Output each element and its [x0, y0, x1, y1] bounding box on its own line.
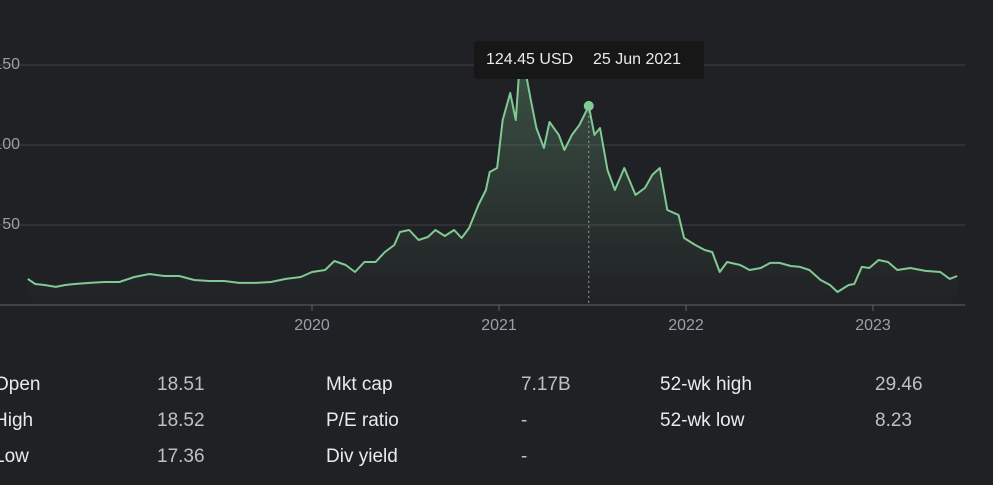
hover-point [583, 100, 594, 111]
stat-value: 17.36 [157, 446, 205, 467]
price-line [27, 64, 958, 293]
x-tick-label: 2021 [481, 317, 517, 334]
stat-value: 18.52 [157, 410, 205, 431]
stat-label: Open [0, 374, 41, 395]
stat-value: - [521, 446, 528, 467]
tooltip: 124.45 USD 25 Jun 2021 [474, 41, 704, 79]
stat-label: Div yield [326, 446, 398, 467]
stat-label: Low [0, 446, 29, 467]
stat-label: 52-wk high [660, 374, 752, 395]
stat-value: 7.17B [521, 374, 571, 395]
y-tick-label: 150 [0, 56, 20, 73]
stat-value: 18.51 [157, 374, 205, 395]
stat-label: P/E ratio [326, 410, 399, 431]
x-tick-label: 2023 [855, 317, 891, 334]
tooltip-value: 124.45 USD [486, 51, 573, 68]
stat-value: 29.46 [875, 374, 923, 395]
tooltip-box [474, 41, 704, 79]
x-tick-label: 2020 [294, 317, 330, 334]
stat-label: 52-wk low [660, 410, 745, 431]
stat-value: - [521, 410, 528, 431]
stat-label: Mkt cap [326, 374, 393, 395]
y-tick-label: 100 [0, 136, 20, 153]
stat-value: 8.23 [875, 410, 912, 431]
chart: 50 100 150 2020 2021 2022 2023 124.45 USD 25 Jun… [0, 41, 965, 334]
tooltip-date: 25 Jun 2021 [593, 51, 681, 68]
area-fill [27, 65, 958, 305]
x-tick-label: 2022 [668, 317, 704, 334]
y-tick-label: 50 [2, 216, 20, 233]
stat-label: High [0, 410, 34, 431]
